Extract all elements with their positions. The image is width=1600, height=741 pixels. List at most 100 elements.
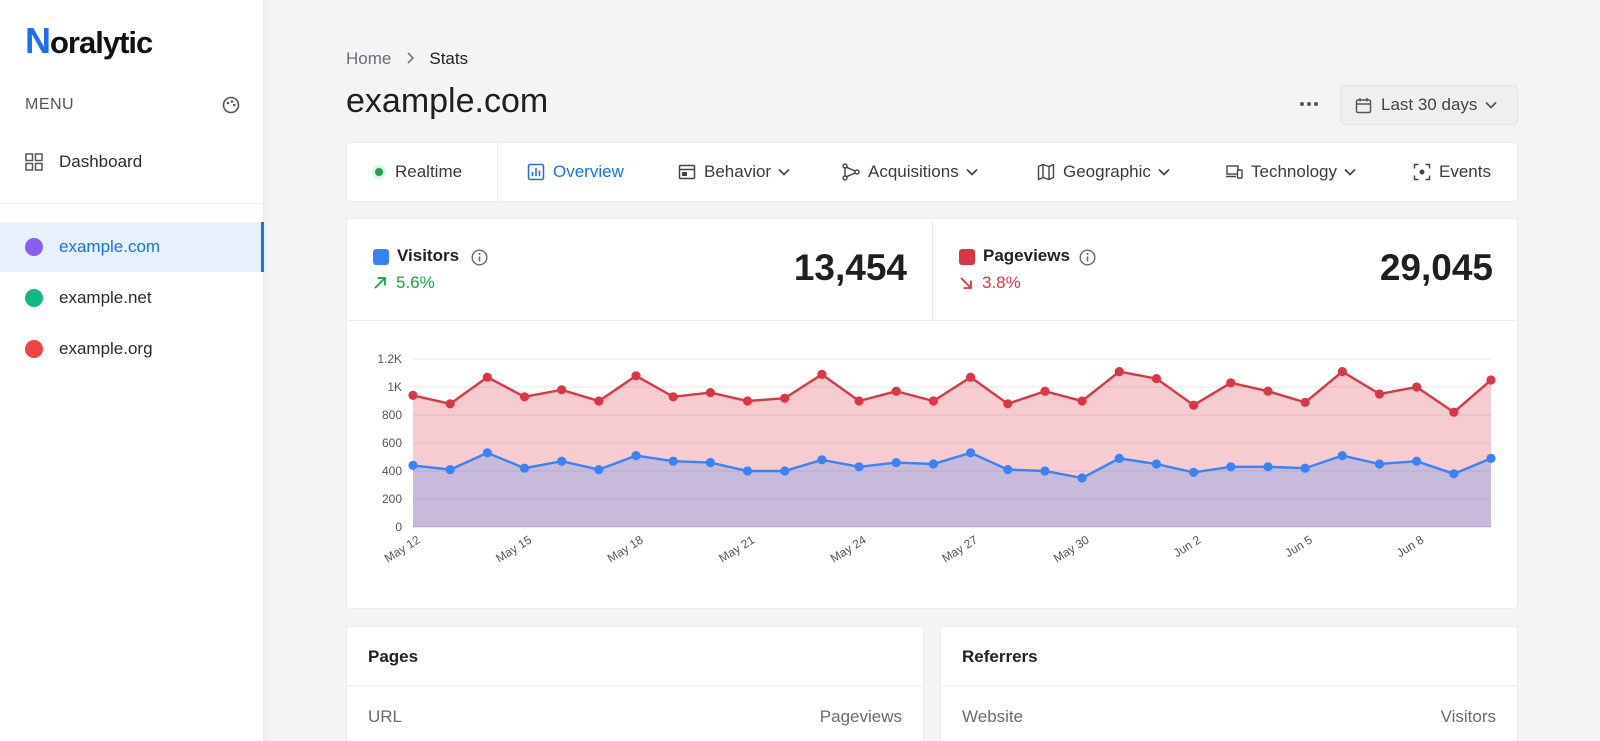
data-point-visitors <box>1226 462 1236 472</box>
sidebar-item-label: Dashboard <box>59 152 143 171</box>
metric-pageviews[interactable]: Pageviews 3.8% 29,045 <box>933 219 1519 320</box>
data-point-visitors <box>668 456 678 466</box>
sidebar-item-dashboard[interactable]: Dashboard <box>0 137 264 187</box>
calendar-icon <box>1355 97 1372 113</box>
data-point-pageviews <box>1114 367 1124 377</box>
info-icon[interactable] <box>471 249 488 266</box>
sidebar-item-label: example.com <box>59 237 161 256</box>
data-point-pageviews <box>1226 378 1236 388</box>
data-point-pageviews <box>408 390 418 400</box>
referrers-panel: Referrers Website Visitors <box>940 626 1518 741</box>
more-options-button[interactable] <box>1293 90 1325 118</box>
data-point-visitors <box>742 466 753 476</box>
page-title: example.com <box>346 82 549 120</box>
data-point-visitors <box>594 465 604 475</box>
data-point-pageviews <box>519 392 530 402</box>
chevron-down-icon <box>1158 168 1170 176</box>
data-point-pageviews <box>557 385 567 395</box>
data-point-visitors <box>1486 453 1496 463</box>
info-icon[interactable] <box>1079 249 1096 266</box>
series-line-pageviews <box>412 370 1492 414</box>
data-point-visitors <box>1374 459 1385 469</box>
data-point-visitors <box>1412 456 1422 466</box>
data-point-visitors <box>1300 463 1310 473</box>
tab-overview[interactable]: Overview <box>527 143 624 201</box>
data-point-pageviews <box>1040 386 1050 396</box>
data-point-pageviews <box>817 369 827 379</box>
data-point-pageviews <box>631 371 641 381</box>
chevron-down-icon <box>1485 101 1498 109</box>
sidebar-divider <box>0 203 264 204</box>
data-point-pageviews <box>1486 375 1496 385</box>
grid-icon <box>25 153 43 171</box>
sidebar-item-example-net[interactable]: example.net <box>0 273 264 323</box>
sidebar-item-label: example.net <box>59 288 152 307</box>
data-point-pageviews <box>1151 374 1162 384</box>
palette-icon[interactable] <box>222 96 240 114</box>
data-point-pageviews <box>1189 400 1199 410</box>
date-range-button[interactable]: Last 30 days <box>1340 85 1518 125</box>
column-header-pageviews[interactable]: Pageviews <box>819 707 902 726</box>
data-point-visitors <box>408 460 418 470</box>
data-point-visitors <box>482 448 492 458</box>
metric-divider <box>932 219 933 320</box>
pages-panel: Pages URL Pageviews <box>346 626 924 741</box>
y-tick-label: 800 <box>382 408 402 422</box>
x-tick-label: Jun 2 <box>1171 533 1204 561</box>
series-line-visitors <box>412 451 1492 480</box>
data-point-pageviews <box>1300 397 1310 407</box>
browser-window-icon <box>678 164 696 180</box>
y-tick-label: 600 <box>382 436 402 450</box>
column-header-visitors[interactable]: Visitors <box>1440 707 1496 726</box>
arrow-down-right-icon <box>960 277 972 289</box>
arrow-up-right-icon <box>374 277 386 289</box>
data-point-pageviews <box>445 399 455 409</box>
tab-divider <box>497 143 498 201</box>
data-point-visitors <box>519 463 530 473</box>
metric-visitors[interactable]: Visitors 5.6% 13,454 <box>347 219 933 320</box>
panel-title: Referrers <box>962 647 1038 666</box>
tab-acquisitions[interactable]: Acquisitions <box>842 143 978 201</box>
data-point-visitors <box>1114 453 1124 463</box>
data-point-pageviews <box>594 396 604 406</box>
tab-technology[interactable]: Technology <box>1225 143 1356 201</box>
data-point-pageviews <box>891 386 901 396</box>
data-point-visitors <box>1040 466 1050 476</box>
data-point-pageviews <box>1003 399 1013 409</box>
data-point-visitors <box>1151 459 1162 469</box>
x-tick-label: Jun 5 <box>1282 533 1315 561</box>
share-nodes-icon <box>842 163 860 181</box>
column-header-url[interactable]: URL <box>368 707 403 726</box>
breadcrumb-current: Stats <box>429 49 469 68</box>
x-tick-label: May 15 <box>493 533 534 566</box>
site-favicon-icon <box>25 289 43 307</box>
sidebar-item-example-org[interactable]: example.org <box>0 324 264 374</box>
breadcrumb-home[interactable]: Home <box>346 49 392 68</box>
traffic-chart: 0 200 400 600 800 1K 1.2K May 12 May 15 May 18 May… <box>377 352 1496 566</box>
metric-value: 13,454 <box>793 247 907 288</box>
tab-geographic[interactable]: Geographic <box>1037 143 1170 201</box>
chevron-right-icon <box>405 49 415 69</box>
x-tick-label: May 27 <box>939 533 980 566</box>
data-point-visitors <box>891 458 901 468</box>
pageviews-swatch <box>959 249 975 265</box>
app-logo[interactable]: Noralytic <box>25 20 153 61</box>
devices-icon <box>1226 165 1243 179</box>
panel-title: Pages <box>368 647 419 666</box>
data-point-pageviews <box>482 372 492 382</box>
data-point-visitors <box>445 465 455 475</box>
sidebar-item-example-com[interactable]: example.com <box>0 222 264 272</box>
chevron-down-icon <box>778 168 790 176</box>
panel-divider <box>941 685 1517 686</box>
sidebar-item-label: example.org <box>59 339 153 358</box>
map-icon <box>1037 163 1055 181</box>
data-point-pageviews <box>1374 389 1385 399</box>
column-header-website[interactable]: Website <box>962 707 1024 726</box>
tab-realtime[interactable]: Realtime <box>371 143 462 201</box>
tab-behavior[interactable]: Behavior <box>678 143 790 201</box>
sidebar: Noralytic MENU Dashboard example.com exa… <box>0 0 264 741</box>
data-point-pageviews <box>1337 367 1347 377</box>
tab-events[interactable]: Events <box>1413 143 1491 201</box>
focus-target-icon <box>1413 163 1431 181</box>
x-tick-label: May 24 <box>828 533 869 566</box>
